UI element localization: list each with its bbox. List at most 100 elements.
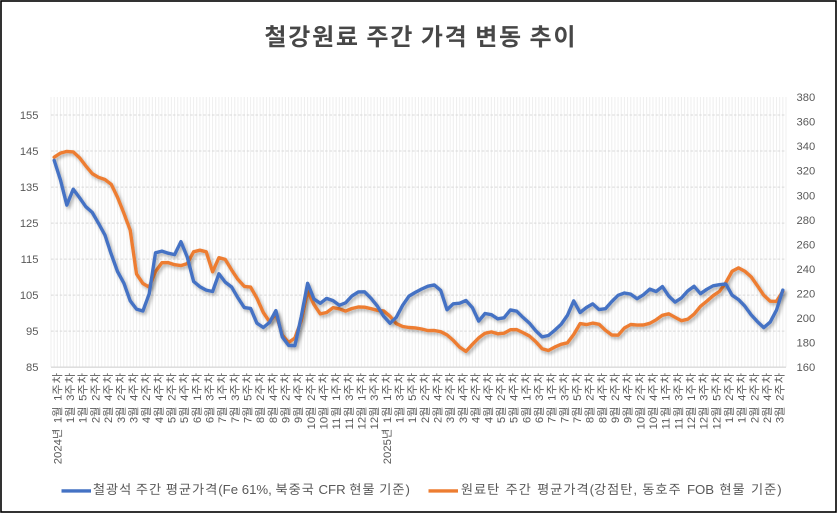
svg-text:4: 4 bbox=[433, 395, 445, 401]
svg-text:4: 4 bbox=[483, 395, 495, 401]
svg-text:3: 3 bbox=[128, 417, 140, 423]
svg-text:61%,: 61%, bbox=[242, 482, 272, 497]
svg-text:160: 160 bbox=[797, 362, 816, 374]
svg-text:1: 1 bbox=[686, 395, 698, 401]
svg-text:2: 2 bbox=[445, 395, 457, 401]
svg-text:11: 11 bbox=[673, 418, 685, 430]
svg-text:1: 1 bbox=[78, 417, 90, 423]
svg-text:320: 320 bbox=[797, 166, 816, 178]
svg-text:3: 3 bbox=[699, 395, 711, 401]
svg-text:2: 2 bbox=[635, 395, 647, 401]
svg-text:2: 2 bbox=[116, 395, 128, 401]
svg-text:2025: 2025 bbox=[382, 439, 394, 464]
svg-text:2: 2 bbox=[90, 417, 102, 423]
svg-text:220: 220 bbox=[797, 289, 816, 301]
svg-text:CFR: CFR bbox=[319, 482, 346, 497]
svg-text:7: 7 bbox=[217, 417, 229, 423]
svg-text:4: 4 bbox=[648, 395, 660, 401]
svg-text:2: 2 bbox=[90, 395, 102, 401]
svg-text:5: 5 bbox=[78, 395, 90, 401]
svg-text:): ) bbox=[405, 482, 409, 497]
svg-text:6: 6 bbox=[521, 417, 533, 423]
svg-text:2: 2 bbox=[496, 395, 508, 401]
svg-text:12: 12 bbox=[699, 417, 711, 430]
svg-text:135: 135 bbox=[20, 182, 39, 194]
svg-text:380: 380 bbox=[797, 92, 816, 104]
svg-text:3: 3 bbox=[395, 395, 407, 401]
svg-text:3: 3 bbox=[534, 395, 546, 401]
svg-text:8: 8 bbox=[597, 417, 609, 423]
svg-text:2: 2 bbox=[420, 417, 432, 423]
svg-text:4: 4 bbox=[154, 417, 166, 423]
svg-text:5: 5 bbox=[496, 417, 508, 423]
svg-text:1: 1 bbox=[737, 417, 749, 423]
svg-text:115: 115 bbox=[21, 254, 39, 266]
svg-text:125: 125 bbox=[20, 218, 39, 230]
svg-text:340: 340 bbox=[797, 141, 816, 153]
svg-text:4: 4 bbox=[179, 395, 191, 401]
svg-text:2: 2 bbox=[724, 395, 736, 401]
svg-text:): ) bbox=[777, 482, 781, 497]
svg-text:1: 1 bbox=[357, 395, 369, 401]
svg-text:3: 3 bbox=[369, 395, 381, 401]
svg-text:6: 6 bbox=[192, 417, 204, 423]
svg-text:9: 9 bbox=[293, 417, 305, 423]
svg-text:10: 10 bbox=[306, 417, 318, 430]
svg-text:2: 2 bbox=[141, 395, 153, 401]
svg-text:2: 2 bbox=[585, 395, 597, 401]
svg-text:1: 1 bbox=[52, 395, 64, 401]
svg-text:,: , bbox=[633, 482, 637, 497]
svg-text:9: 9 bbox=[623, 417, 635, 423]
svg-text:7: 7 bbox=[559, 417, 571, 423]
svg-text:4: 4 bbox=[319, 395, 331, 401]
svg-text:95: 95 bbox=[26, 326, 38, 338]
svg-text:3: 3 bbox=[458, 417, 470, 423]
svg-text:3: 3 bbox=[673, 395, 685, 401]
svg-text:2: 2 bbox=[433, 417, 445, 423]
svg-text:3: 3 bbox=[559, 395, 571, 401]
svg-text:105: 105 bbox=[20, 290, 39, 302]
svg-text:9: 9 bbox=[281, 417, 293, 423]
svg-text:5: 5 bbox=[179, 417, 191, 423]
svg-text:145: 145 bbox=[20, 146, 39, 158]
svg-text:1: 1 bbox=[65, 417, 77, 423]
svg-text:300: 300 bbox=[797, 190, 816, 202]
svg-text:6: 6 bbox=[534, 417, 546, 423]
svg-text:11: 11 bbox=[661, 418, 673, 430]
svg-text:8: 8 bbox=[585, 417, 597, 423]
svg-text:7: 7 bbox=[572, 417, 584, 423]
svg-text:1: 1 bbox=[331, 395, 343, 401]
svg-text:5: 5 bbox=[166, 417, 178, 423]
svg-text:4: 4 bbox=[762, 395, 774, 401]
svg-text:2: 2 bbox=[306, 395, 318, 401]
svg-text:4: 4 bbox=[597, 395, 609, 401]
svg-text:7: 7 bbox=[230, 417, 242, 423]
svg-text:180: 180 bbox=[797, 338, 816, 350]
svg-text:280: 280 bbox=[797, 215, 816, 227]
svg-text:4: 4 bbox=[509, 395, 521, 401]
svg-text:3: 3 bbox=[775, 417, 787, 423]
svg-text:5: 5 bbox=[509, 417, 521, 423]
svg-text:4: 4 bbox=[141, 417, 153, 423]
svg-text:4: 4 bbox=[103, 395, 115, 401]
svg-text:12: 12 bbox=[369, 417, 381, 430]
svg-text:3: 3 bbox=[116, 417, 128, 423]
svg-text:2: 2 bbox=[775, 395, 787, 401]
svg-text:2: 2 bbox=[281, 395, 293, 401]
svg-text:260: 260 bbox=[797, 239, 816, 251]
svg-text:10: 10 bbox=[635, 417, 647, 430]
svg-text:1: 1 bbox=[382, 395, 394, 401]
svg-text:7: 7 bbox=[242, 417, 254, 423]
svg-text:11: 11 bbox=[344, 418, 356, 430]
svg-text:5: 5 bbox=[407, 395, 419, 401]
svg-text:4: 4 bbox=[128, 395, 140, 401]
svg-text:12: 12 bbox=[711, 417, 723, 430]
svg-text:5: 5 bbox=[711, 395, 723, 401]
svg-text:3: 3 bbox=[445, 417, 457, 423]
svg-text:240: 240 bbox=[797, 264, 816, 276]
svg-text:8: 8 bbox=[255, 417, 267, 423]
svg-text:1: 1 bbox=[395, 417, 407, 423]
svg-text:1: 1 bbox=[192, 395, 204, 401]
svg-text:3: 3 bbox=[204, 395, 216, 401]
svg-text:2: 2 bbox=[103, 417, 115, 423]
